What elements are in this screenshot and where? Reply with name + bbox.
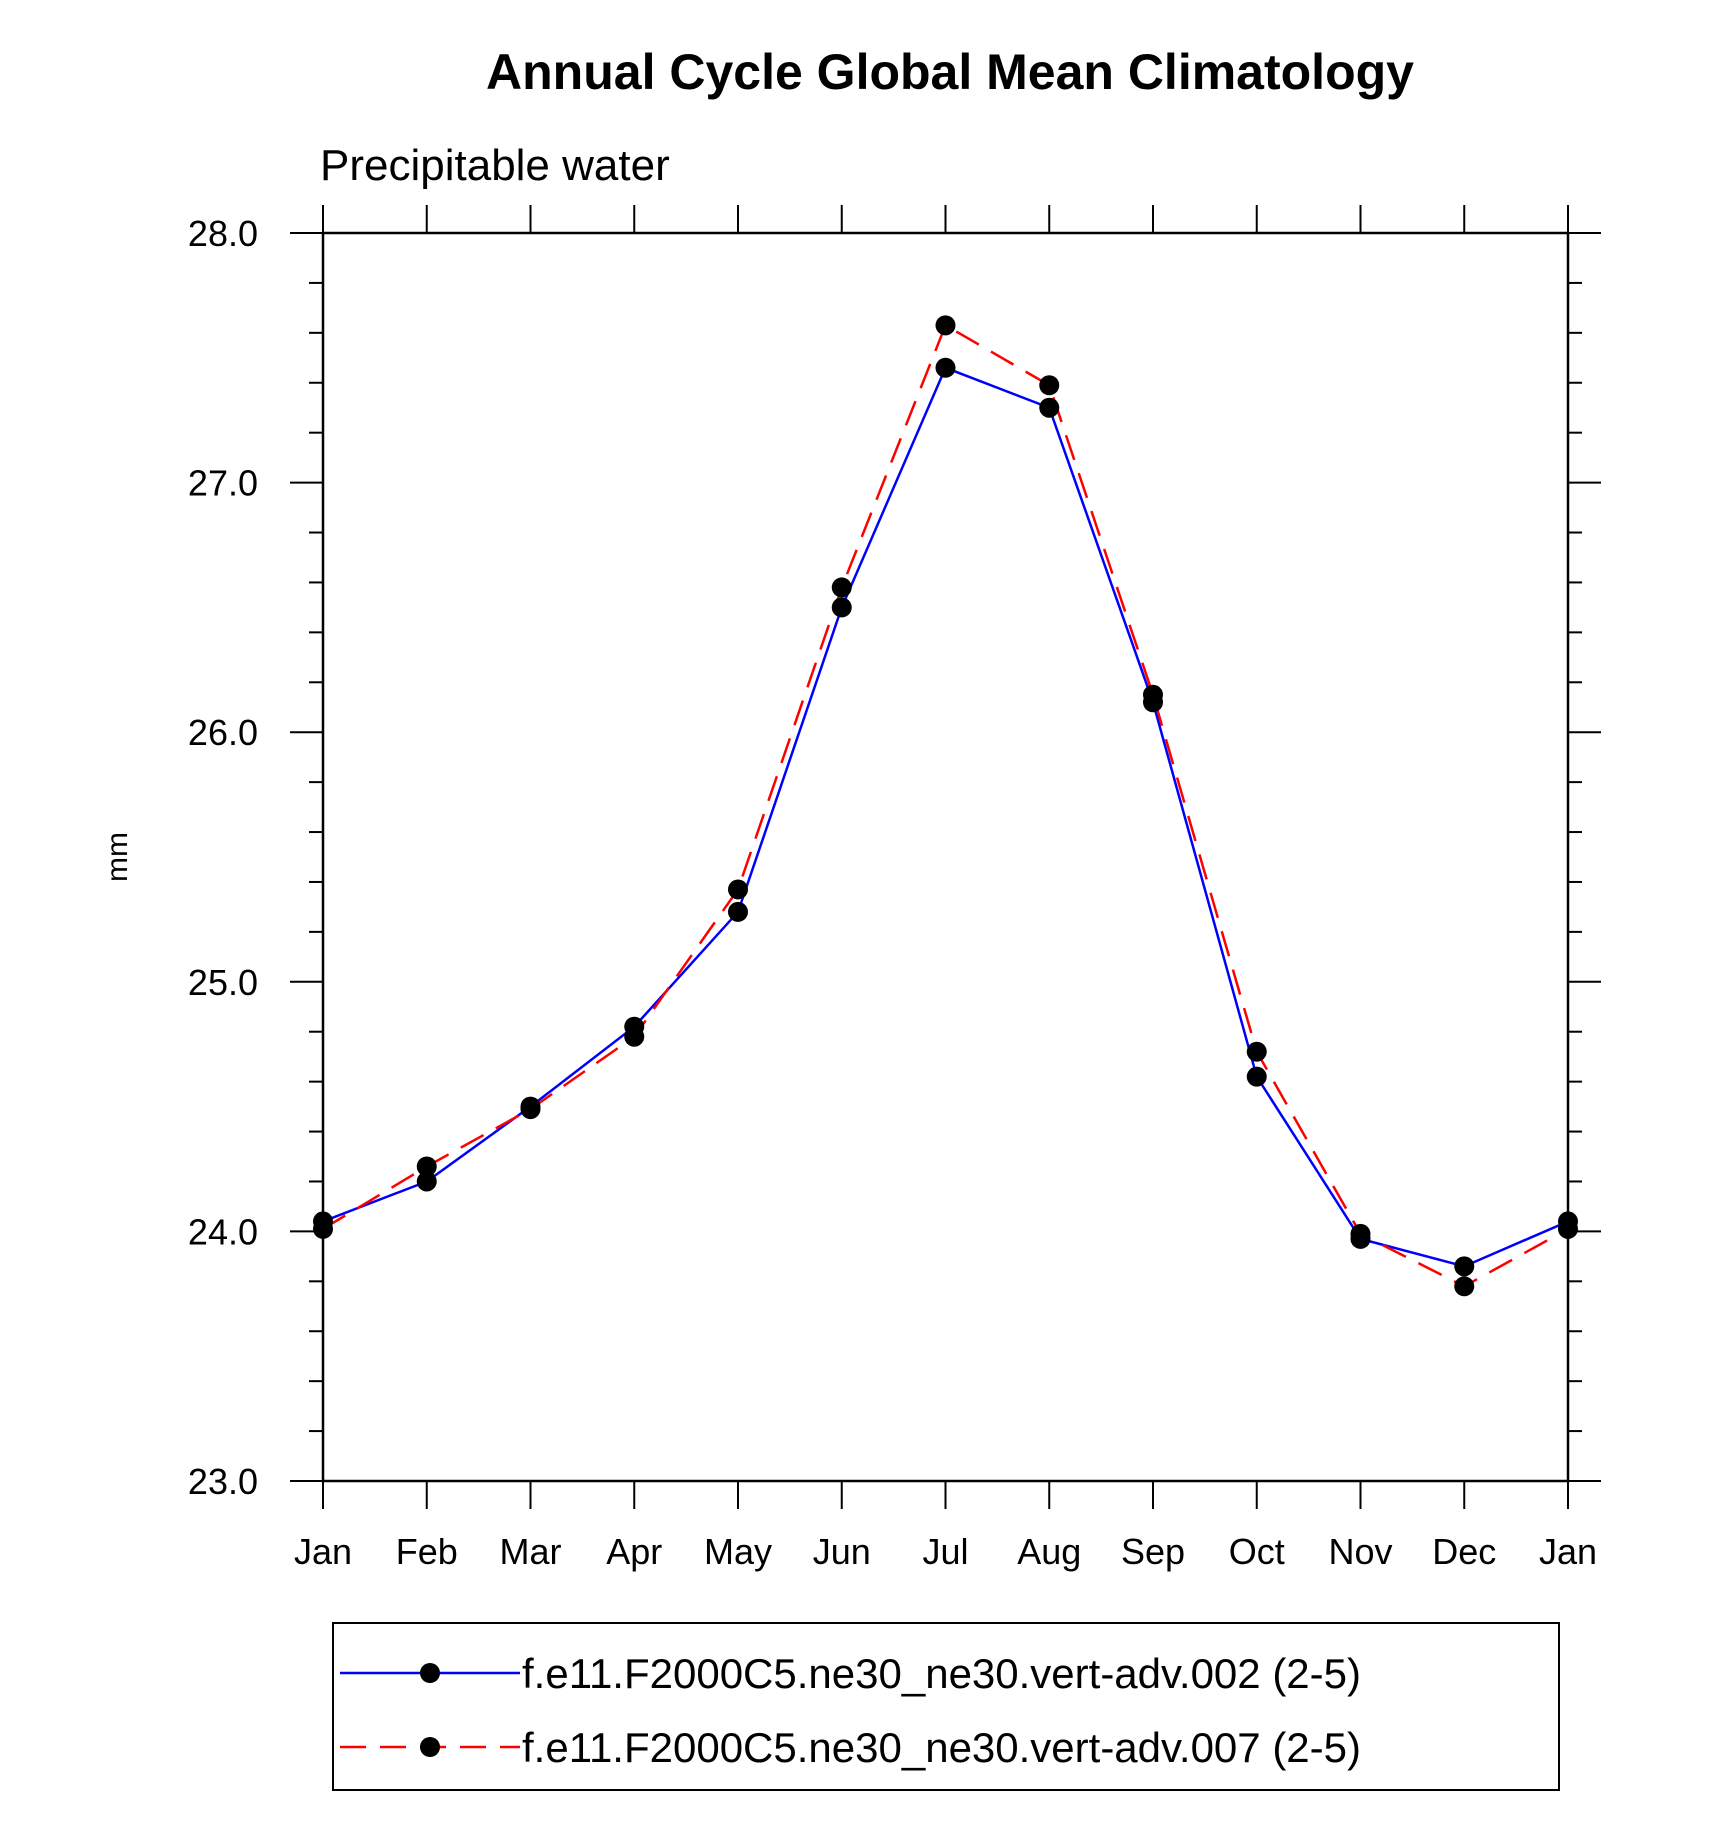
legend-marker-series-1 — [420, 1663, 440, 1683]
plot-axes: Jan Feb Mar Apr May Jun Jul Aug Sep Oct Nov Dec Jan 2… — [188, 205, 1601, 1572]
y-tick-label: 26.0 — [188, 712, 258, 753]
x-tick-label: Aug — [1017, 1531, 1081, 1572]
x-tick-label: Jan — [1539, 1531, 1597, 1572]
y-tick-label: 25.0 — [188, 962, 258, 1003]
x-tick-label: Dec — [1432, 1531, 1496, 1572]
series-1-point — [1454, 1256, 1475, 1277]
series-1-point — [1246, 1066, 1267, 1087]
series-2-point — [313, 1218, 333, 1239]
y-tick-label: 27.0 — [188, 463, 258, 504]
plot-frame — [321, 231, 1570, 1483]
series-2-point — [416, 1156, 437, 1177]
legend-entry-series-2: f.e11.F2000C5.ne30_ne30.vert-adv.007 (2-… — [340, 1724, 1361, 1771]
x-tick-label: Nov — [1328, 1531, 1392, 1572]
legend-label-series-1: f.e11.F2000C5.ne30_ne30.vert-adv.002 (2-… — [522, 1650, 1361, 1697]
x-tick-label: May — [704, 1531, 772, 1572]
series-2-point — [935, 315, 956, 336]
legend-marker-series-2 — [420, 1737, 440, 1757]
chart-title: Annual Cycle Global Mean Climatology — [486, 44, 1414, 100]
x-tick-label: Feb — [396, 1531, 458, 1572]
series-2-point — [624, 1026, 645, 1047]
series-2-point — [831, 577, 852, 598]
x-tick-label: Oct — [1229, 1531, 1285, 1572]
series-1-point — [935, 357, 956, 378]
legend: f.e11.F2000C5.ne30_ne30.vert-adv.002 (2-… — [332, 1622, 1560, 1791]
series-2-point — [728, 879, 748, 900]
legend-label-series-2: f.e11.F2000C5.ne30_ne30.vert-adv.007 (2-… — [522, 1724, 1361, 1771]
x-tick-label: Jun — [813, 1531, 871, 1572]
y-axis-label: mm — [101, 832, 134, 882]
series-2-line — [322, 323, 1569, 1288]
series-1-point — [416, 1171, 437, 1192]
series-2-point — [1454, 1276, 1475, 1297]
series-2-point — [1039, 375, 1060, 396]
y-tick-label: 23.0 — [188, 1461, 258, 1502]
series-2-point — [1558, 1218, 1578, 1239]
chart-subtitle: Precipitable water — [320, 141, 670, 190]
series-2-point — [1350, 1223, 1371, 1244]
legend-entry-series-1: f.e11.F2000C5.ne30_ne30.vert-adv.002 (2-… — [340, 1650, 1361, 1697]
y-tick-label: 28.0 — [188, 213, 258, 254]
series-2-point — [1246, 1041, 1267, 1062]
x-tick-label: Sep — [1121, 1531, 1185, 1572]
series-1-line — [322, 366, 1569, 1268]
series-1-point — [831, 597, 852, 618]
x-tick-label: Jan — [294, 1531, 352, 1572]
x-tick-label: Jul — [922, 1531, 968, 1572]
series-2-point — [520, 1099, 541, 1120]
legend-box — [332, 1622, 1560, 1791]
x-tick-label: Mar — [500, 1531, 562, 1572]
series-1-point — [1039, 397, 1060, 418]
x-tick-label: Apr — [606, 1531, 662, 1572]
series-layer — [313, 315, 1578, 1297]
series-1-point — [728, 901, 748, 922]
y-tick-label: 24.0 — [188, 1211, 258, 1252]
series-2-point — [1143, 684, 1163, 705]
